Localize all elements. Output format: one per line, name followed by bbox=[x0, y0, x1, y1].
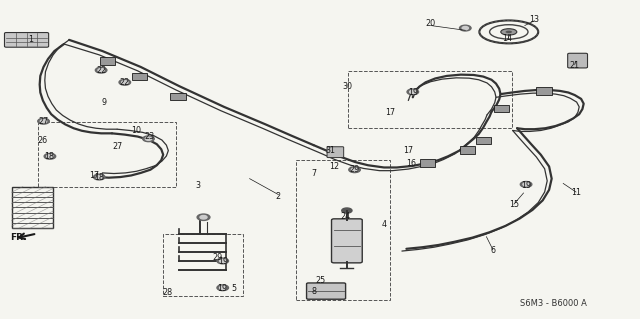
Text: 27: 27 bbox=[38, 117, 49, 126]
Text: 21: 21 bbox=[570, 61, 580, 70]
Circle shape bbox=[351, 168, 358, 171]
FancyBboxPatch shape bbox=[4, 33, 49, 47]
Text: 27: 27 bbox=[112, 142, 122, 151]
Text: 22: 22 bbox=[96, 66, 106, 75]
Ellipse shape bbox=[501, 29, 517, 35]
Text: 19: 19 bbox=[521, 181, 531, 189]
Text: 20: 20 bbox=[426, 19, 436, 28]
Circle shape bbox=[119, 79, 131, 85]
Text: 4: 4 bbox=[381, 220, 387, 229]
Text: 12: 12 bbox=[329, 162, 339, 171]
Text: 18: 18 bbox=[44, 152, 54, 161]
Text: 29: 29 bbox=[212, 253, 223, 262]
Text: 6: 6 bbox=[490, 246, 495, 255]
Text: 2: 2 bbox=[276, 192, 281, 201]
Circle shape bbox=[342, 208, 352, 213]
Text: 24: 24 bbox=[340, 212, 350, 221]
Text: 10: 10 bbox=[131, 126, 141, 135]
Text: 30: 30 bbox=[342, 82, 353, 91]
FancyBboxPatch shape bbox=[460, 146, 475, 154]
Circle shape bbox=[462, 26, 468, 30]
Circle shape bbox=[95, 67, 107, 73]
FancyBboxPatch shape bbox=[420, 159, 435, 167]
Text: 8: 8 bbox=[311, 287, 316, 296]
Text: S6M3 - B6000 A: S6M3 - B6000 A bbox=[520, 299, 587, 308]
Circle shape bbox=[410, 90, 416, 93]
Text: 18: 18 bbox=[94, 173, 104, 182]
Circle shape bbox=[460, 25, 471, 31]
Circle shape bbox=[217, 258, 228, 264]
Circle shape bbox=[523, 183, 529, 186]
Text: 19: 19 bbox=[217, 284, 227, 293]
Circle shape bbox=[145, 137, 152, 140]
Circle shape bbox=[96, 175, 102, 179]
Text: 31: 31 bbox=[326, 146, 336, 155]
Circle shape bbox=[349, 167, 360, 173]
Bar bbox=[296, 160, 390, 300]
Text: 16: 16 bbox=[406, 159, 417, 168]
FancyBboxPatch shape bbox=[100, 57, 115, 65]
Circle shape bbox=[217, 285, 228, 291]
FancyBboxPatch shape bbox=[132, 73, 147, 80]
Circle shape bbox=[520, 182, 532, 187]
FancyBboxPatch shape bbox=[536, 87, 552, 95]
Bar bbox=[348, 71, 512, 128]
Text: 19: 19 bbox=[218, 257, 228, 266]
Text: 14: 14 bbox=[502, 34, 513, 43]
Circle shape bbox=[220, 286, 226, 289]
FancyBboxPatch shape bbox=[476, 137, 491, 144]
Text: 7: 7 bbox=[311, 169, 316, 178]
Circle shape bbox=[220, 259, 226, 263]
FancyBboxPatch shape bbox=[568, 53, 588, 68]
Circle shape bbox=[143, 136, 154, 142]
Bar bbox=[38, 122, 176, 187]
Text: 1: 1 bbox=[28, 35, 33, 44]
Circle shape bbox=[197, 214, 210, 220]
FancyBboxPatch shape bbox=[170, 93, 186, 100]
Circle shape bbox=[98, 69, 104, 72]
Text: 17: 17 bbox=[403, 146, 413, 155]
Circle shape bbox=[407, 89, 419, 95]
Text: 25: 25 bbox=[315, 276, 325, 285]
Text: 11: 11 bbox=[571, 189, 581, 197]
FancyBboxPatch shape bbox=[307, 283, 346, 299]
Bar bbox=[12, 187, 53, 228]
FancyBboxPatch shape bbox=[332, 219, 362, 263]
Text: 23: 23 bbox=[144, 132, 154, 141]
FancyBboxPatch shape bbox=[327, 147, 344, 158]
Ellipse shape bbox=[506, 31, 512, 33]
Text: 15: 15 bbox=[509, 200, 519, 209]
Text: 9: 9 bbox=[102, 98, 107, 107]
Text: 29: 29 bbox=[349, 165, 360, 174]
Text: 5: 5 bbox=[231, 284, 236, 293]
Text: 28: 28 bbox=[163, 288, 173, 297]
Circle shape bbox=[47, 155, 53, 158]
Circle shape bbox=[44, 153, 56, 159]
Bar bbox=[163, 234, 243, 296]
Text: 3: 3 bbox=[196, 181, 201, 189]
Text: 19: 19 bbox=[408, 88, 418, 97]
Text: 13: 13 bbox=[529, 15, 540, 24]
Text: 22: 22 bbox=[120, 78, 130, 87]
Text: 17: 17 bbox=[89, 171, 99, 180]
Text: FR.: FR. bbox=[10, 233, 27, 242]
Circle shape bbox=[200, 216, 207, 219]
Circle shape bbox=[40, 120, 47, 123]
Circle shape bbox=[38, 118, 49, 124]
Circle shape bbox=[93, 174, 105, 180]
Text: 17: 17 bbox=[385, 108, 395, 117]
Circle shape bbox=[122, 81, 128, 84]
Text: 26: 26 bbox=[38, 137, 48, 145]
FancyBboxPatch shape bbox=[494, 105, 509, 112]
